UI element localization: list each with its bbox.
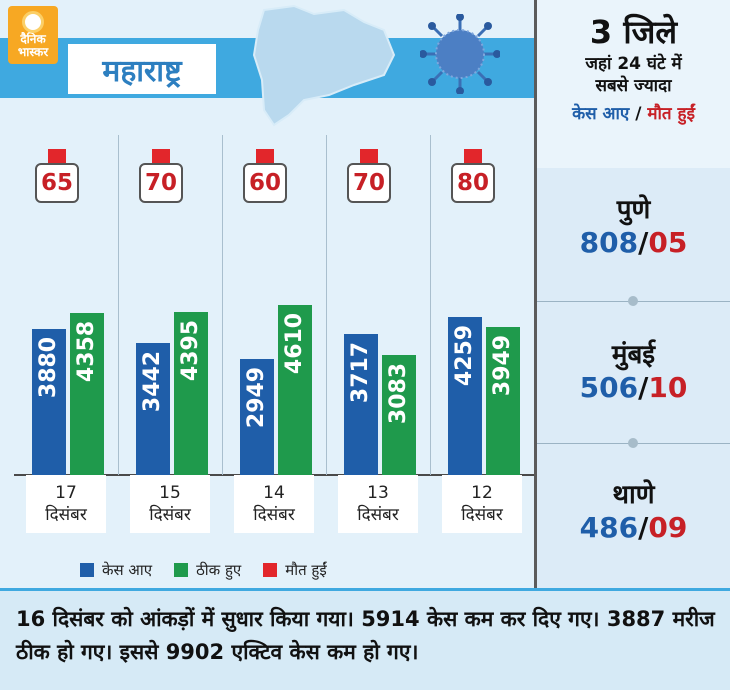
- district-thane: थाणे 486/09: [537, 475, 730, 544]
- district-cases: 808: [579, 226, 639, 259]
- sidebar-title: 3 जिले: [589, 13, 678, 51]
- sun-icon: [22, 11, 44, 33]
- district-band: [537, 168, 730, 588]
- bar-value-label: 3083: [386, 362, 412, 425]
- legend-swatch-deaths: [263, 563, 278, 577]
- legend-swatch-cases: [80, 563, 94, 577]
- deaths-value-label: 70: [139, 163, 183, 203]
- deaths-value-label: 65: [35, 163, 79, 203]
- bar-chart: 65 3880 4358 17 दिसंबर 70 3442 4395 15 दिसंबर 60 29…: [14, 135, 534, 545]
- bar-cases: 2949: [240, 359, 274, 475]
- bar-value-label: 3880: [36, 336, 62, 399]
- district-deaths: 09: [648, 511, 688, 544]
- column-divider: [222, 135, 223, 475]
- district-pune: पुणे 808/05: [537, 190, 730, 259]
- district-deaths: 10: [648, 371, 688, 404]
- divider-dot: [628, 296, 638, 306]
- bar-cases: 3717: [344, 334, 378, 475]
- bar-value-label: 3442: [140, 350, 166, 413]
- bar-cases: 3442: [136, 343, 170, 475]
- category-label: 13 दिसंबर: [338, 475, 418, 533]
- category-label-line: 17: [55, 482, 77, 503]
- sidebar-legend: केस आए / मौत हुईं: [537, 101, 730, 124]
- sidebar-legend-cases: केस आए: [572, 104, 630, 125]
- category-label-line: दिसंबर: [149, 505, 191, 525]
- district-values: 486/09: [579, 511, 688, 544]
- deaths-value-label: 80: [451, 163, 495, 203]
- divider-dot: [628, 438, 638, 448]
- bar-recovered: 3949: [486, 327, 520, 475]
- death-flag-icon: [360, 149, 378, 164]
- logo-text: दैनिक भास्कर: [17, 31, 49, 59]
- virus-icon: [420, 14, 500, 94]
- category-label-line: दिसंबर: [357, 505, 399, 525]
- column-divider: [118, 135, 119, 475]
- footer-text: 16 दिसंबर को आंकड़ों में सुधार किया गया।…: [16, 607, 715, 664]
- bar-recovered: 3083: [382, 355, 416, 475]
- district-deaths: 05: [648, 226, 688, 259]
- bar-value-label: 4259: [452, 324, 478, 387]
- chart-panel: दैनिक भास्कर महाराष्ट्र 65 3880 4358 17 दिसं…: [0, 0, 534, 588]
- legend-item-recovered: ठीक हुए: [174, 560, 241, 580]
- brand-logo: दैनिक भास्कर: [8, 6, 58, 64]
- chart-legend: केस आए ठीक हुए मौत हुईं: [80, 560, 327, 580]
- death-flag-icon: [48, 149, 66, 164]
- district-values: 808/05: [579, 226, 688, 259]
- legend-item-deaths: मौत हुईं: [263, 560, 327, 580]
- sidebar-legend-deaths: मौत हुईं: [647, 104, 695, 125]
- category-label-line: दिसंबर: [461, 505, 503, 525]
- district-name: पुणे: [616, 195, 651, 225]
- district-mumbai: मुंबई 506/10: [537, 335, 730, 404]
- district-name: थाणे: [612, 480, 655, 510]
- category-label: 17 दिसंबर: [26, 475, 106, 533]
- page-title: महाराष्ट्र: [68, 44, 216, 94]
- bar-value-label: 4358: [74, 320, 100, 383]
- category-label-line: दिसंबर: [253, 505, 295, 525]
- death-flag-icon: [464, 149, 482, 164]
- bar-value-label: 3717: [348, 341, 374, 404]
- district-cases: 486: [579, 511, 639, 544]
- legend-swatch-recovered: [174, 563, 189, 577]
- bar-recovered: 4610: [278, 305, 312, 475]
- legend-label-cases: केस आए: [102, 561, 153, 579]
- bar-recovered: 4395: [174, 312, 208, 475]
- category-label-line: 14: [263, 482, 285, 503]
- bar-value-label: 2949: [244, 366, 270, 429]
- death-flag-icon: [152, 149, 170, 164]
- category-label-line: 15: [159, 482, 181, 503]
- category-label-line: दिसंबर: [45, 505, 87, 525]
- legend-label-recovered: ठीक हुए: [196, 561, 242, 579]
- category-label-line: 12: [471, 482, 493, 503]
- category-label-line: 13: [367, 482, 389, 503]
- bar-cases: 3880: [32, 329, 66, 475]
- category-label: 12 दिसंबर: [442, 475, 522, 533]
- bar-value-label: 4395: [178, 319, 204, 382]
- bar-recovered: 4358: [70, 313, 104, 475]
- column-divider: [430, 135, 431, 475]
- column-divider: [326, 135, 327, 475]
- legend-label-deaths: मौत हुईं: [285, 561, 327, 579]
- category-label: 14 दिसंबर: [234, 475, 314, 533]
- sidebar-subtitle-2: सबसे ज्यादा: [595, 76, 672, 97]
- bar-cases: 4259: [448, 317, 482, 475]
- bar-value-label: 4610: [282, 312, 308, 375]
- bar-value-label: 3949: [490, 334, 516, 397]
- district-cases: 506: [579, 371, 639, 404]
- district-name: मुंबई: [611, 340, 656, 370]
- deaths-value-label: 60: [243, 163, 287, 203]
- death-flag-icon: [256, 149, 274, 164]
- category-label: 15 दिसंबर: [130, 475, 210, 533]
- sidebar-legend-slash: /: [629, 104, 648, 125]
- district-sidebar: 3 जिले जहां 24 घंटे में सबसे ज्यादा केस …: [534, 0, 730, 588]
- deaths-value-label: 70: [347, 163, 391, 203]
- sidebar-subtitle-1: जहां 24 घंटे में: [585, 54, 682, 74]
- maharashtra-map-icon: [252, 4, 396, 127]
- legend-item-cases: केस आए: [80, 560, 152, 580]
- sidebar-heading: 3 जिले जहां 24 घंटे में सबसे ज्यादा केस …: [537, 10, 730, 124]
- district-values: 506/10: [579, 371, 688, 404]
- footer-note: 16 दिसंबर को आंकड़ों में सुधार किया गया।…: [0, 588, 730, 690]
